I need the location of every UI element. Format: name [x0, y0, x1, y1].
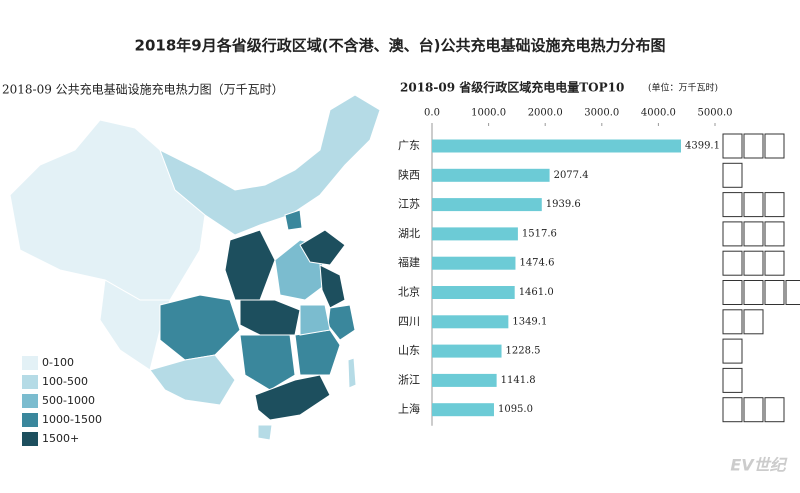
map-region: [224, 229, 276, 301]
y-tick-label: 北京: [398, 285, 420, 299]
vehicle-icon: [764, 397, 785, 423]
value-label: 1474.6: [519, 258, 554, 269]
vehicle-icon: [743, 280, 764, 305]
map-region: [9, 119, 206, 301]
value-label: 1095.0: [498, 404, 533, 415]
bar: [432, 373, 497, 387]
map-region: [99, 279, 171, 371]
vehicle-icon: [743, 250, 764, 276]
value-label: 1517.6: [522, 228, 557, 239]
legend-label: 0-100: [42, 356, 74, 369]
vehicle-icon: [764, 250, 785, 276]
vehicle-icon: [743, 221, 764, 247]
vehicle-icon: [722, 338, 743, 364]
vehicle-icon: [764, 280, 785, 305]
y-tick-label: 福建: [398, 255, 420, 269]
map-region: [299, 304, 331, 336]
legend-swatch: [22, 356, 38, 370]
map-region: [284, 209, 303, 231]
value-label: 1141.8: [501, 375, 536, 386]
vehicle-icon: [764, 221, 785, 247]
x-tick-label: 4000.0: [641, 108, 676, 119]
x-tick-label: 3000.0: [584, 108, 619, 119]
vehicle-icon: [764, 192, 785, 218]
map-region: [254, 374, 331, 421]
vehicle-icon: [785, 280, 800, 305]
watermark: EV世纪: [730, 456, 787, 475]
vehicle-icon: [764, 133, 785, 159]
map-region: [294, 329, 341, 376]
vehicle-icon: [722, 250, 743, 276]
page-title: 2018年9月各省级行政区域(不含港、澳、台)公共充电基础设施充电热力分布图: [135, 37, 666, 55]
y-tick-label: 陕西: [398, 167, 420, 181]
value-label: 1939.6: [546, 199, 581, 210]
vehicle-icon: [722, 221, 743, 247]
y-tick-label: 四川: [398, 315, 420, 328]
vehicle-icon: [743, 397, 764, 423]
value-label: 2077.4: [554, 170, 589, 181]
map: [9, 94, 381, 441]
legend-swatch: [22, 394, 38, 408]
bar-title: 2018-09 省级行政区域充电电量TOP10: [400, 80, 624, 95]
legend-label: 1000-1500: [42, 413, 102, 426]
y-tick-label: 山东: [398, 344, 420, 357]
bar: [432, 256, 516, 270]
vehicle-icon: [743, 192, 764, 218]
value-label: 1349.1: [512, 316, 547, 327]
bar: [432, 168, 550, 182]
x-tick-label: 0.0: [424, 108, 440, 119]
legend-label: 1500+: [42, 432, 79, 445]
vehicle-icon: [722, 367, 743, 393]
bar: [432, 403, 494, 417]
vehicle-icon: [722, 162, 743, 188]
x-tick-label: 1000.0: [471, 108, 506, 119]
map-region: [159, 94, 381, 236]
map-region: [347, 357, 357, 389]
vehicle-icon: [722, 309, 743, 335]
vehicle-icon: [722, 133, 743, 159]
legend-swatch: [22, 432, 38, 446]
vehicle-icon: [743, 309, 764, 335]
value-label: 1461.0: [519, 287, 554, 298]
vehicle-icon: [722, 280, 743, 305]
legend-label: 100-500: [42, 375, 88, 388]
map-title: 2018-09 公共充电基础设施充电热力图（万千瓦时）: [2, 82, 284, 97]
legend-swatch: [22, 413, 38, 427]
map-region: [239, 299, 301, 336]
map-region: [257, 424, 273, 441]
vehicle-icon: [743, 133, 764, 159]
bar: [432, 344, 502, 358]
x-tick-label: 2000.0: [528, 108, 563, 119]
legend-label: 500-1000: [42, 394, 95, 407]
vehicle-icon: [722, 192, 743, 218]
bar-subtitle: (单位：万千瓦时): [648, 82, 718, 94]
map-region: [319, 264, 346, 309]
y-tick-label: 浙江: [398, 373, 420, 386]
x-tick-label: 5000.0: [698, 108, 733, 119]
y-tick-label: 广东: [398, 139, 420, 152]
y-tick-label: 上海: [398, 402, 420, 416]
value-label: 1228.5: [506, 346, 541, 357]
bar: [432, 227, 518, 241]
map-region: [299, 229, 346, 266]
legend-swatch: [22, 375, 38, 389]
bar: [432, 286, 515, 299]
map-region: [149, 354, 236, 406]
value-label: 4399.1: [685, 141, 720, 152]
bar: [432, 315, 509, 329]
map-region: [239, 334, 296, 391]
y-tick-label: 江苏: [398, 198, 420, 211]
vehicle-icon: [722, 397, 743, 423]
map-region: [159, 294, 241, 361]
y-tick-label: 湖北: [398, 227, 420, 240]
bar: [432, 139, 681, 153]
bar: [432, 198, 542, 212]
